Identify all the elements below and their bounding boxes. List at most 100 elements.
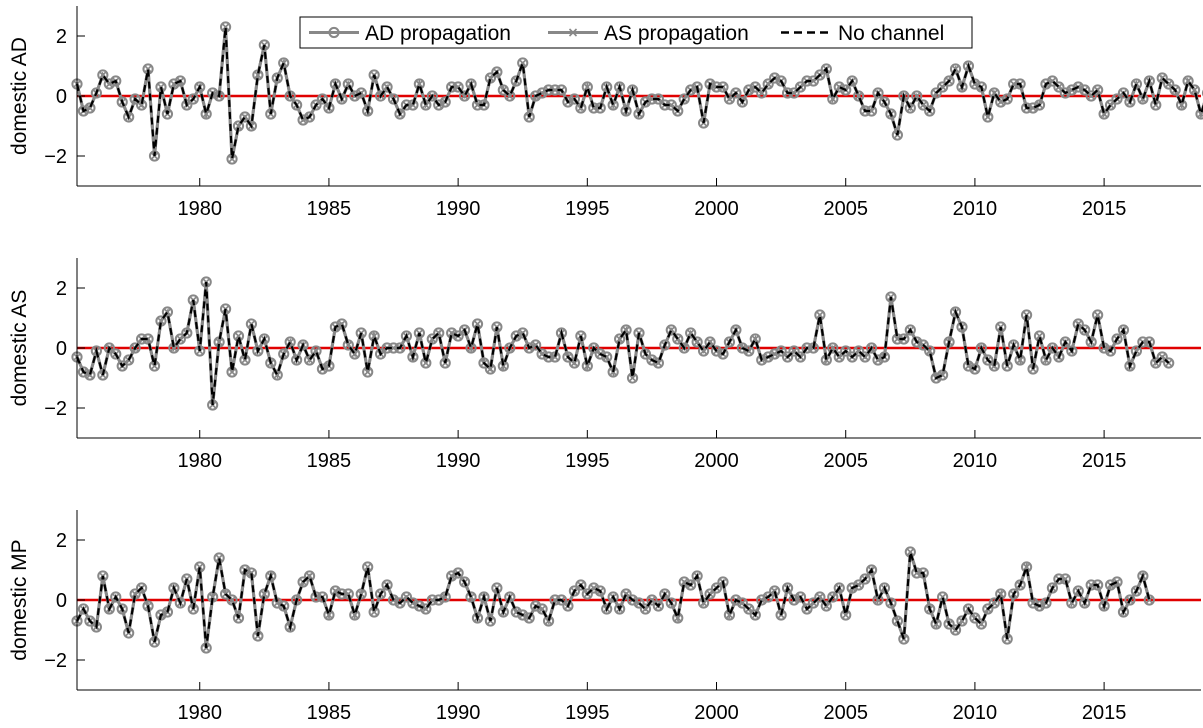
ad-point	[710, 345, 723, 357]
ad-point	[665, 597, 677, 609]
as-point	[169, 79, 178, 89]
ad-point	[1104, 345, 1117, 357]
ad-point	[956, 321, 968, 333]
ad-point	[820, 600, 832, 612]
ad-point	[685, 579, 697, 591]
ad-point	[400, 99, 413, 111]
legend-as-marker	[568, 28, 578, 37]
as-point	[1028, 598, 1038, 608]
ad-point	[1130, 585, 1143, 597]
as-point	[518, 58, 527, 68]
ad-point	[949, 63, 962, 75]
as-point	[415, 79, 424, 89]
as-point	[835, 82, 844, 92]
ad-point	[555, 594, 568, 606]
ad-point	[730, 594, 742, 606]
ad-point	[97, 69, 109, 81]
as-point	[906, 547, 915, 557]
ad-point	[446, 570, 458, 582]
ad-point	[1176, 99, 1188, 111]
ad-point	[1066, 597, 1078, 609]
ad-point	[833, 582, 845, 594]
ad-point	[949, 624, 962, 636]
ad-point	[194, 81, 206, 93]
ad-point	[504, 90, 516, 102]
ad-point	[988, 597, 1000, 609]
ad-point	[123, 354, 135, 366]
x-tick-label: 2005	[823, 198, 868, 220]
x-tick-label: 1980	[177, 198, 222, 220]
ad-point	[1072, 81, 1084, 93]
ad-point	[769, 585, 781, 597]
as-point	[441, 592, 450, 602]
ad-point	[878, 582, 891, 594]
ad-point	[1066, 345, 1078, 357]
ad-point	[303, 111, 316, 123]
ad-point	[426, 90, 438, 102]
as-point	[964, 361, 973, 371]
ad-point	[859, 573, 871, 585]
ad-point	[90, 87, 102, 99]
ad-point	[762, 78, 774, 90]
ad-point	[123, 111, 135, 123]
ad-point	[756, 87, 768, 99]
ad-point	[1169, 84, 1181, 96]
as-point	[137, 100, 146, 110]
ad-point	[1072, 585, 1084, 597]
ad-point	[607, 591, 619, 603]
ad-point	[116, 96, 128, 108]
ad-point	[1104, 579, 1117, 591]
x-tick-label: 2015	[1082, 702, 1127, 724]
as-point	[1132, 346, 1141, 356]
as-point	[227, 154, 237, 164]
as-point	[447, 328, 456, 338]
y-tick-label: −2	[44, 650, 67, 672]
as-point	[1074, 319, 1083, 329]
ad-point	[685, 327, 697, 339]
ad-point	[323, 102, 335, 114]
ad-point	[1104, 99, 1117, 111]
as-point	[337, 319, 346, 329]
as-point	[667, 100, 676, 110]
ad-point	[1066, 84, 1078, 96]
as-point	[1009, 79, 1018, 89]
x-tick-label: 2000	[694, 702, 739, 724]
ad-point	[917, 99, 929, 111]
ad-point	[1046, 75, 1059, 87]
ad-point	[497, 606, 509, 618]
ad-point	[1143, 75, 1155, 87]
as-point	[815, 310, 824, 320]
ad-point	[297, 576, 309, 588]
ad-point	[1092, 84, 1104, 96]
ad-point	[1150, 99, 1162, 111]
ad-point	[400, 591, 413, 603]
x-tick-label: 2010	[953, 198, 998, 220]
ad-point	[316, 93, 329, 105]
as-point	[143, 64, 153, 74]
ad-point	[1008, 339, 1020, 351]
ad-point	[465, 342, 477, 354]
ad-point	[646, 354, 658, 366]
as-point	[757, 595, 766, 605]
ad-point	[394, 108, 406, 120]
ad-point	[885, 108, 897, 120]
x-tick-label: 1985	[307, 198, 352, 220]
ad-point	[252, 345, 264, 357]
ad-point	[523, 612, 535, 624]
ad-point	[614, 603, 626, 615]
as-point	[512, 607, 521, 617]
ad-point	[174, 75, 186, 87]
as-point	[208, 592, 217, 602]
as-point	[260, 589, 269, 599]
ad-point	[820, 63, 832, 75]
ad-point	[672, 105, 684, 117]
ad-point	[303, 354, 316, 366]
as-point	[1145, 595, 1154, 605]
as-point	[654, 358, 663, 368]
panel-1: −2 0 2 1980 1985 1990 1995 2000 2005 2010 2015 dome…	[8, 258, 1201, 472]
ad-point	[336, 318, 348, 330]
ad-point	[530, 600, 542, 612]
ad-point	[1156, 351, 1168, 363]
ad-point	[517, 327, 529, 339]
